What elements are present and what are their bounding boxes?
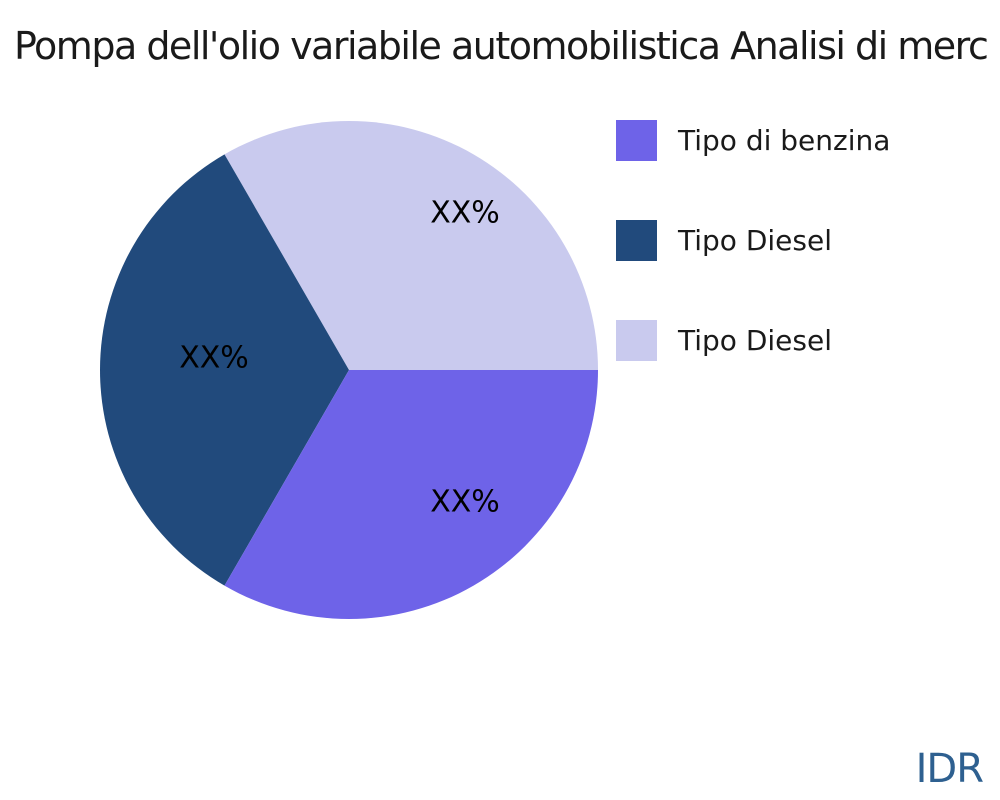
legend-label-tipo-diesel-dark: Tipo Diesel: [678, 224, 832, 257]
currency-watermark: IDR: [915, 746, 984, 792]
legend-item-tipo-di-benzina: Tipo di benzina: [616, 120, 890, 161]
legend-item-tipo-diesel-light: Tipo Diesel: [616, 320, 832, 361]
legend-label-tipo-diesel-light: Tipo Diesel: [678, 324, 832, 357]
pie-slice-tipo-diesel-light: [224, 121, 598, 370]
legend-label-tipo-di-benzina: Tipo di benzina: [678, 124, 891, 157]
pie-slice-tipo-di-benzina: [224, 370, 598, 619]
legend-item-tipo-diesel-dark: Tipo Diesel: [616, 220, 832, 261]
pie-slice-tipo-diesel-dark: [100, 154, 349, 586]
legend-swatch-tipo-di-benzina: [616, 120, 657, 161]
slice-value-label-top: XX%: [430, 195, 500, 231]
legend-swatch-tipo-diesel-light: [616, 320, 657, 361]
legend-swatch-tipo-diesel-dark: [616, 220, 657, 261]
chart-title: Pompa dell'olio variabile automobilistic…: [14, 24, 989, 68]
slice-value-label-bottom: XX%: [430, 484, 500, 520]
slice-value-label-left: XX%: [179, 340, 249, 376]
